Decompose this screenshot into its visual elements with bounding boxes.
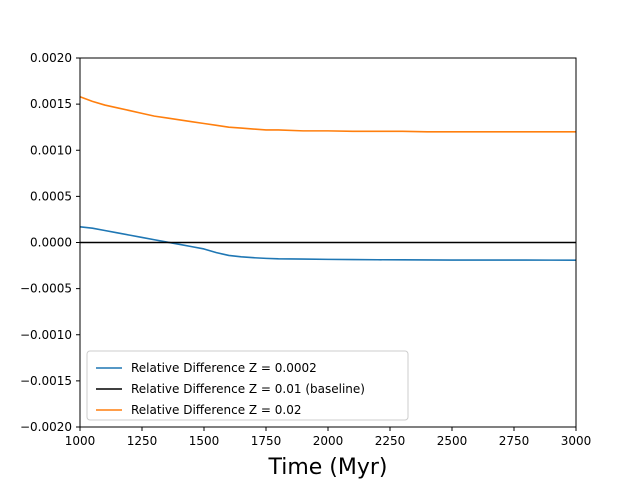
x-axis: 1000 1250 1500 1750 2000 2250 2500 2750 3000 xyxy=(65,427,592,448)
x-tick-label: 1000 xyxy=(65,434,96,448)
y-tick-label: 0.0010 xyxy=(30,143,72,157)
plot-area xyxy=(79,96,577,262)
x-axis-label: Time (Myr) xyxy=(267,455,387,480)
x-tick-label: 3000 xyxy=(561,434,592,448)
y-axis: −0.0020 −0.0015 −0.0010 −0.0005 0.0000 0.0005… xyxy=(20,51,80,434)
x-tick-label: 2500 xyxy=(437,434,468,448)
x-tick-label: 2250 xyxy=(375,434,406,448)
legend-label-1: Relative Difference Z = 0.01 (baseline) xyxy=(131,382,365,396)
y-tick-label: −0.0020 xyxy=(20,420,72,434)
legend: Relative Difference Z = 0.0002 Relative D… xyxy=(86,350,409,421)
x-tick-label: 1500 xyxy=(189,434,220,448)
x-tick-label: 1250 xyxy=(127,434,158,448)
x-tick-label: 2000 xyxy=(313,434,344,448)
y-tick-label: 0.0005 xyxy=(30,189,72,203)
y-tick-label: 0.0015 xyxy=(30,97,72,111)
y-tick-label: 0.0000 xyxy=(30,236,72,250)
y-tick-label: −0.0005 xyxy=(20,282,72,296)
series-line-2 xyxy=(79,96,576,133)
x-tick-label: 1750 xyxy=(251,434,282,448)
x-tick-label: 2750 xyxy=(499,434,530,448)
legend-label-0: Relative Difference Z = 0.0002 xyxy=(131,361,317,375)
y-tick-label: −0.0010 xyxy=(20,328,72,342)
legend-box xyxy=(86,350,409,421)
y-tick-label: 0.0020 xyxy=(30,51,72,65)
legend-label-2: Relative Difference Z = 0.02 xyxy=(131,403,302,417)
y-tick-label: −0.0015 xyxy=(20,374,72,388)
series-line-0 xyxy=(79,226,577,262)
